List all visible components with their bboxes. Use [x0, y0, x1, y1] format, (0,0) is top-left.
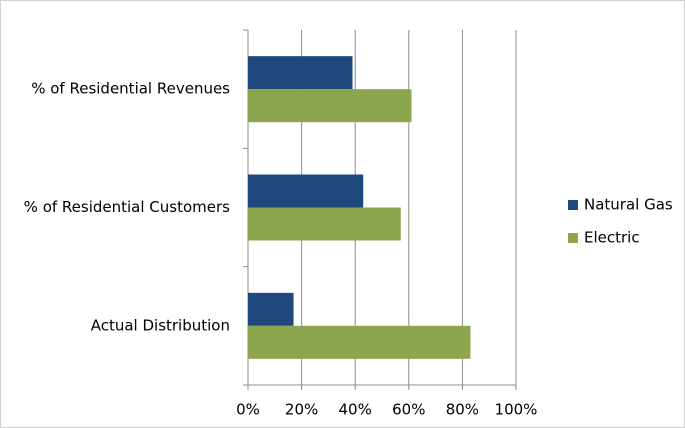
y-tick-label: Actual Distribution [91, 316, 230, 334]
y-tick-label: % of Residential Revenues [31, 80, 230, 98]
bar [248, 89, 412, 123]
bar [248, 325, 471, 359]
y-tick-label: % of Residential Customers [24, 198, 231, 216]
bar [248, 207, 401, 241]
x-tick-label: 60% [392, 401, 425, 419]
bar [248, 174, 364, 208]
x-tick-label: 20% [285, 401, 318, 419]
legend-swatch [568, 233, 578, 243]
legend-label: Electric [584, 229, 640, 247]
x-tick-label: 80% [446, 401, 479, 419]
bar [248, 56, 353, 90]
x-tick-label: 0% [236, 401, 260, 419]
x-tick-label: 40% [339, 401, 372, 419]
bar [248, 292, 294, 326]
legend-label: Natural Gas [584, 196, 673, 214]
x-tick-label: 100% [495, 401, 538, 419]
legend-swatch [568, 200, 578, 210]
